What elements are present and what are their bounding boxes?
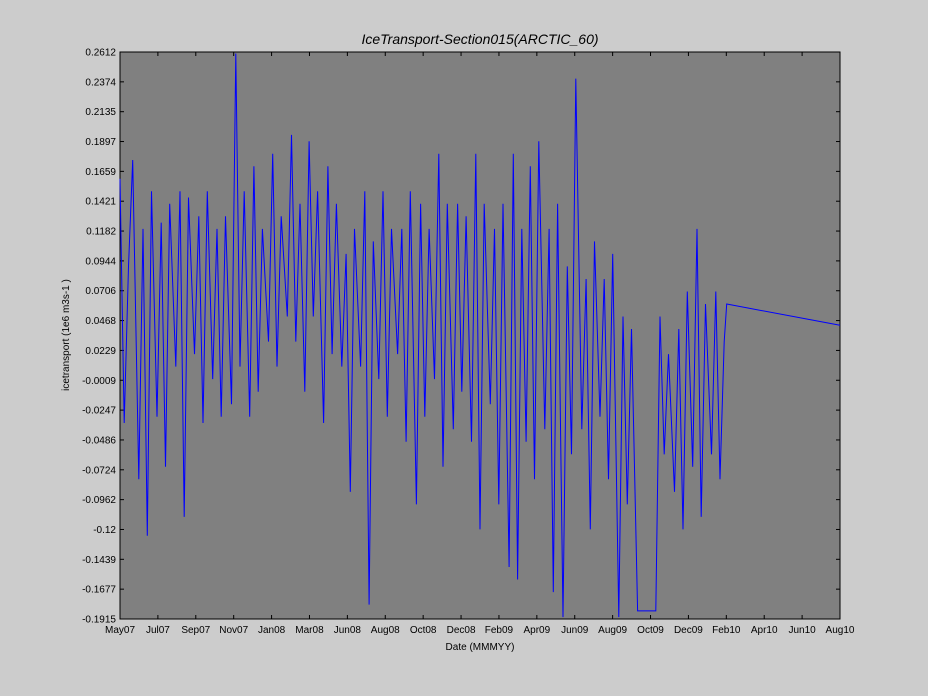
x-tick-label: May07 [105,625,135,636]
x-tick-label: Nov07 [219,625,248,636]
x-tick-label: Apr10 [751,625,778,636]
y-tick-label: 0.0944 [85,256,116,267]
y-tick-label: 0.0229 [85,346,116,357]
plot-area [119,51,841,620]
x-axis: May07 Jul07 Sep07 Nov07 Jan08 Mar08 Jun08 Aug08… [105,52,855,636]
y-tick-label: -0.1915 [82,615,116,626]
x-tick-label: Aug10 [826,625,855,636]
y-tick-label: 0.1659 [85,167,116,178]
y-tick-label: -0.1439 [82,555,116,566]
y-tick-label: -0.1677 [82,585,116,596]
x-tick-label: Jan08 [258,625,286,636]
y-tick-label: 0.2135 [85,107,116,118]
x-tick-label: Jun09 [561,625,589,636]
y-tick-label: -0.0486 [82,435,116,446]
x-axis-label: Date (MMMYY) [446,642,515,653]
x-tick-label: Feb10 [712,625,741,636]
x-tick-label: Jun10 [788,625,816,636]
x-tick-label: Dec08 [447,625,476,636]
series-line [119,53,841,618]
x-tick-label: Feb09 [485,625,514,636]
y-tick-label: 0.2374 [85,77,116,88]
y-tick-label: -0.0724 [82,465,116,476]
x-tick-label: Aug09 [598,625,627,636]
x-tick-label: Aug08 [371,625,400,636]
x-tick-label: Sep07 [181,625,210,636]
x-tick-label: Oct08 [410,625,437,636]
y-tick-label: 0.1421 [85,197,116,208]
y-tick-label: 0.0468 [85,316,116,327]
x-tick-label: Oct09 [637,625,664,636]
x-tick-label: Apr09 [523,625,550,636]
y-tick-label: 0.0706 [85,286,116,297]
y-tick-label: 0.1182 [86,227,116,238]
x-tick-label: Dec09 [674,625,703,636]
y-tick-label: 0.2612 [85,48,116,59]
y-axis-label: icetransport (1e6 m3s-1 ) [61,279,72,391]
y-tick-label: 0.1897 [85,137,116,148]
x-tick-label: Jul07 [146,625,170,636]
y-tick-label: -0.0009 [82,376,116,387]
x-tick-label: Jun08 [334,625,362,636]
y-tick-label: -0.12 [93,525,116,536]
chart-title: IceTransport-Section015(ARCTIC_60) [361,31,598,47]
x-tick-label: Mar08 [295,625,324,636]
y-tick-label: -0.0962 [82,495,116,506]
y-tick-label: -0.0247 [82,406,116,417]
y-axis: -0.1915 -0.1677 -0.1439 -0.12 -0.0962 -0.0724… [82,48,840,626]
